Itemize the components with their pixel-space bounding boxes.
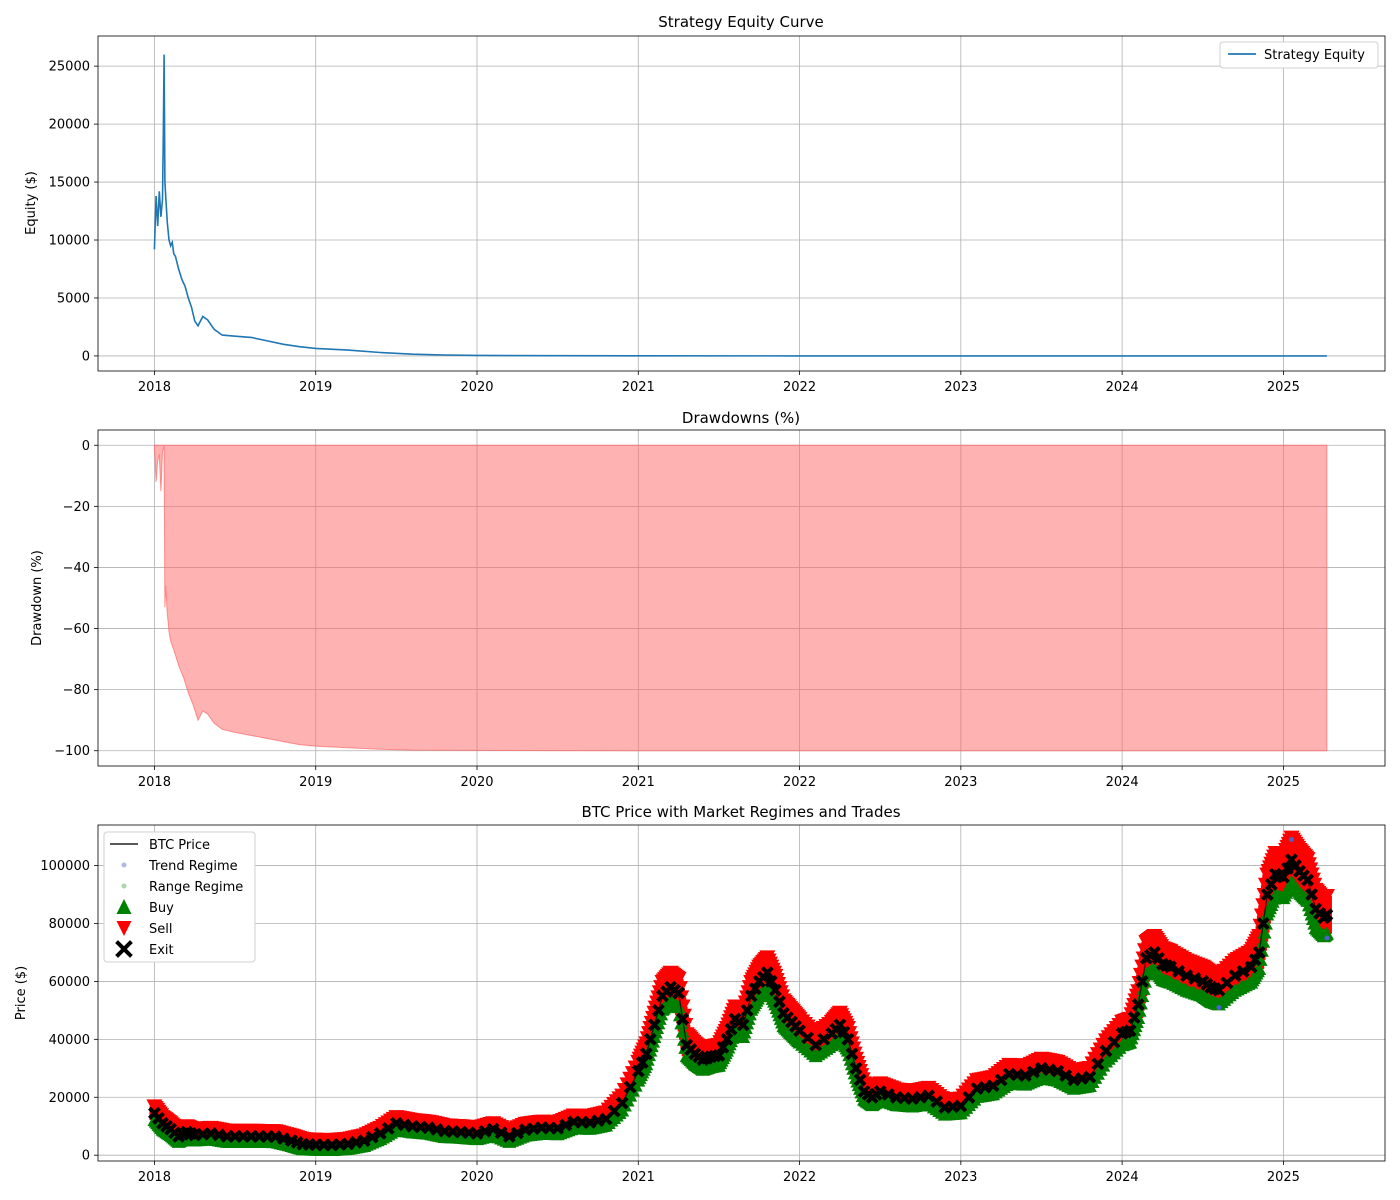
legend-swatch-range-regime	[121, 883, 127, 889]
y-tick-label: 0	[82, 439, 90, 454]
price-content	[146, 830, 1335, 1157]
legend-label-range-regime: Range Regime	[149, 880, 243, 895]
trend-regime-point	[1288, 836, 1294, 842]
price-ticks: 2018 2019 2020 2021 2022 2023 2024 2025 0 20000 40…	[40, 859, 1300, 1185]
equity-ticks: 2018 2019 2020 2021 2022 2023 2024 2025 0 5000 100…	[49, 60, 1300, 395]
y-tick-label: −60	[63, 622, 90, 637]
x-tick-label: 2024	[1106, 1170, 1139, 1185]
y-tick-label: 0	[82, 1149, 90, 1164]
equity-legend-label: Strategy Equity	[1264, 48, 1365, 63]
equity-axes-frame	[97, 35, 1386, 372]
y-tick-label: 10000	[49, 234, 90, 249]
x-tick-label: 2018	[138, 380, 171, 395]
y-tick-label: −40	[63, 561, 90, 576]
equity-chart-title: Strategy Equity Curve	[658, 13, 824, 31]
y-tick-label: 25000	[49, 60, 90, 75]
equity-legend-box	[1219, 41, 1379, 69]
x-tick-label: 2019	[299, 1170, 332, 1185]
y-tick-label: −100	[54, 744, 90, 759]
x-tick-label: 2021	[622, 1170, 655, 1185]
equity-line	[153, 54, 1327, 357]
price-panel: BTC Price with Market Regimes and Trades…	[14, 803, 1386, 1185]
y-tick-label: −80	[63, 683, 90, 698]
y-tick-label: 80000	[49, 917, 90, 932]
price-chart-title: BTC Price with Market Regimes and Trades	[581, 803, 900, 821]
y-tick-label: 15000	[49, 176, 90, 191]
legend-label-buy: Buy	[149, 901, 174, 916]
legend-label-exit: Exit	[149, 943, 174, 958]
x-tick-label: 2018	[138, 1170, 171, 1185]
y-tick-label: 60000	[49, 975, 90, 990]
trend-regime-point	[1324, 935, 1330, 941]
legend-swatch-trend-regime	[121, 862, 127, 868]
x-tick-label: 2025	[1267, 1170, 1300, 1185]
y-tick-label: 5000	[57, 291, 90, 306]
legend-swatch-exit	[115, 940, 133, 958]
trend-regime-point	[1216, 1004, 1222, 1010]
y-tick-label: 100000	[40, 859, 90, 874]
x-tick-label: 2021	[622, 380, 655, 395]
drawdown-content	[153, 444, 1328, 752]
x-tick-label: 2019	[299, 775, 332, 790]
x-tick-label: 2022	[783, 775, 816, 790]
buy-marker	[675, 1024, 690, 1038]
btc-price-line	[153, 858, 1328, 1146]
x-tick-label: 2024	[1106, 775, 1139, 790]
x-tick-label: 2023	[944, 1170, 977, 1185]
legend-swatch-sell	[116, 921, 132, 936]
y-tick-label: 20000	[49, 1091, 90, 1106]
drawdown-panel: Drawdowns (%) 2018 2019 2020 2021 2022 2023 20…	[30, 409, 1386, 790]
x-tick-label: 2023	[944, 775, 977, 790]
equity-grid	[98, 36, 1385, 371]
buy-marker	[671, 1000, 686, 1014]
x-tick-label: 2022	[783, 380, 816, 395]
equity-legend: Strategy Equity	[1219, 41, 1379, 69]
price-y-axis-label: Price ($)	[14, 966, 29, 1020]
x-tick-label: 2025	[1267, 775, 1300, 790]
x-tick-label: 2021	[622, 775, 655, 790]
y-tick-label: 20000	[49, 118, 90, 133]
drawdown-axes-frame	[97, 429, 1386, 767]
x-tick-label: 2025	[1267, 380, 1300, 395]
x-tick-label: 2023	[944, 380, 977, 395]
equity-content	[153, 54, 1327, 357]
drawdown-ticks: 2018 2019 2020 2021 2022 2023 2024 2025 0 −20 −40 −…	[54, 439, 1300, 790]
x-tick-label: 2019	[299, 380, 332, 395]
legend-label-btc-price: BTC Price	[149, 838, 210, 853]
drawdown-chart-title: Drawdowns (%)	[682, 409, 800, 427]
drawdown-area	[153, 444, 1328, 752]
y-tick-label: −20	[63, 500, 90, 515]
equity-panel: Strategy Equity Curve 2018 2019 2020 2021 20…	[24, 13, 1386, 395]
x-tick-label: 2020	[460, 1170, 493, 1185]
legend-label-trend-regime: Trend Regime	[148, 859, 238, 874]
x-tick-label: 2020	[460, 775, 493, 790]
price-legend: BTC Price Trend Regime Range Regime Buy …	[103, 831, 256, 963]
legend-label-sell: Sell	[149, 922, 172, 937]
y-tick-label: 0	[82, 349, 90, 364]
x-tick-label: 2018	[138, 775, 171, 790]
legend-swatch-buy	[116, 899, 132, 914]
x-tick-label: 2024	[1106, 380, 1139, 395]
x-tick-label: 2022	[783, 1170, 816, 1185]
equity-y-axis-label: Equity ($)	[24, 171, 39, 235]
sell-markers	[146, 830, 1335, 1151]
price-axes-frame	[97, 824, 1386, 1162]
buy-marker	[1319, 926, 1334, 940]
price-legend-box	[103, 831, 256, 963]
drawdown-y-axis-label: Drawdown (%)	[30, 550, 45, 646]
x-tick-label: 2020	[460, 380, 493, 395]
y-tick-label: 40000	[49, 1033, 90, 1048]
